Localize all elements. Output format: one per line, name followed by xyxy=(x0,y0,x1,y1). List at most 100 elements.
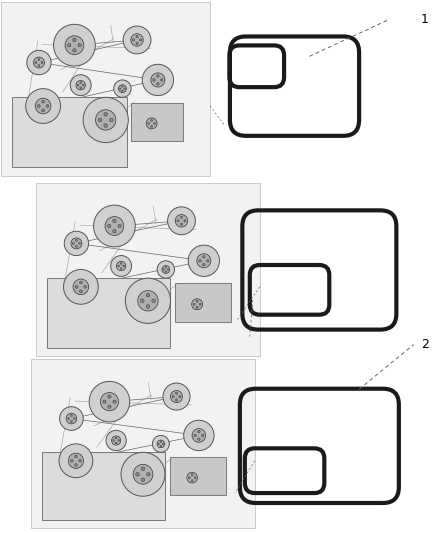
Circle shape xyxy=(192,429,206,442)
Circle shape xyxy=(120,88,121,90)
Circle shape xyxy=(105,216,124,236)
Bar xyxy=(47,278,170,348)
Circle shape xyxy=(70,75,91,95)
Circle shape xyxy=(184,420,214,450)
Circle shape xyxy=(74,464,77,466)
Circle shape xyxy=(75,246,78,247)
Circle shape xyxy=(114,80,131,98)
Circle shape xyxy=(194,434,196,437)
Circle shape xyxy=(139,111,164,135)
Circle shape xyxy=(199,303,201,305)
Circle shape xyxy=(170,391,183,402)
Circle shape xyxy=(115,442,117,444)
Circle shape xyxy=(165,266,166,268)
Circle shape xyxy=(157,261,174,278)
Bar xyxy=(170,457,226,495)
Circle shape xyxy=(188,245,219,277)
Circle shape xyxy=(42,109,45,112)
Circle shape xyxy=(148,123,149,124)
Circle shape xyxy=(110,118,113,122)
Circle shape xyxy=(77,84,79,86)
Circle shape xyxy=(72,243,74,244)
Bar xyxy=(12,98,127,167)
Circle shape xyxy=(71,238,82,249)
Circle shape xyxy=(38,59,40,60)
Circle shape xyxy=(106,430,126,450)
Circle shape xyxy=(104,124,108,127)
Circle shape xyxy=(122,86,123,87)
Circle shape xyxy=(100,392,119,411)
Circle shape xyxy=(113,440,114,441)
Circle shape xyxy=(124,88,125,90)
Circle shape xyxy=(113,400,116,403)
Circle shape xyxy=(79,459,81,462)
Circle shape xyxy=(184,220,186,222)
Circle shape xyxy=(132,39,134,41)
Circle shape xyxy=(42,100,45,103)
Circle shape xyxy=(179,395,181,398)
Circle shape xyxy=(75,286,78,288)
Circle shape xyxy=(188,477,190,479)
Bar xyxy=(42,453,165,520)
Circle shape xyxy=(71,421,72,423)
Circle shape xyxy=(158,443,159,445)
Circle shape xyxy=(122,90,123,92)
Circle shape xyxy=(138,290,158,311)
Circle shape xyxy=(73,279,89,295)
Circle shape xyxy=(73,38,76,42)
Circle shape xyxy=(64,270,98,304)
Circle shape xyxy=(162,443,164,445)
Circle shape xyxy=(147,473,150,476)
Circle shape xyxy=(193,303,195,305)
Circle shape xyxy=(146,293,150,297)
Circle shape xyxy=(123,265,124,267)
Circle shape xyxy=(175,214,188,227)
Circle shape xyxy=(177,220,179,222)
Circle shape xyxy=(74,455,77,458)
Circle shape xyxy=(113,219,116,222)
Bar xyxy=(31,359,255,528)
Circle shape xyxy=(161,79,163,81)
Circle shape xyxy=(64,231,88,255)
Circle shape xyxy=(165,271,166,272)
Circle shape xyxy=(120,263,122,264)
Circle shape xyxy=(191,480,193,481)
Circle shape xyxy=(191,474,193,475)
Circle shape xyxy=(167,269,169,270)
Circle shape xyxy=(176,392,177,394)
Circle shape xyxy=(78,44,81,47)
Circle shape xyxy=(151,119,152,122)
Circle shape xyxy=(136,35,138,38)
Circle shape xyxy=(160,441,162,442)
Circle shape xyxy=(71,459,73,462)
Circle shape xyxy=(38,64,40,67)
Circle shape xyxy=(199,260,201,262)
Circle shape xyxy=(136,42,138,45)
Circle shape xyxy=(37,104,40,108)
Circle shape xyxy=(84,286,87,288)
Circle shape xyxy=(201,434,204,437)
Circle shape xyxy=(79,290,82,293)
Circle shape xyxy=(118,224,121,228)
Circle shape xyxy=(157,83,159,85)
Circle shape xyxy=(198,438,200,440)
Circle shape xyxy=(153,79,155,81)
Circle shape xyxy=(73,49,76,52)
Circle shape xyxy=(26,88,60,124)
Circle shape xyxy=(152,435,170,453)
Circle shape xyxy=(133,464,153,484)
Circle shape xyxy=(66,413,77,424)
Circle shape xyxy=(139,39,141,41)
Circle shape xyxy=(168,207,195,235)
Circle shape xyxy=(74,417,75,419)
Circle shape xyxy=(112,436,121,445)
Circle shape xyxy=(198,431,200,433)
Circle shape xyxy=(111,255,131,277)
Circle shape xyxy=(115,437,117,439)
Circle shape xyxy=(203,263,205,266)
Circle shape xyxy=(80,87,81,88)
Circle shape xyxy=(131,34,143,46)
Circle shape xyxy=(108,224,111,228)
Circle shape xyxy=(118,440,120,441)
Circle shape xyxy=(103,400,106,403)
